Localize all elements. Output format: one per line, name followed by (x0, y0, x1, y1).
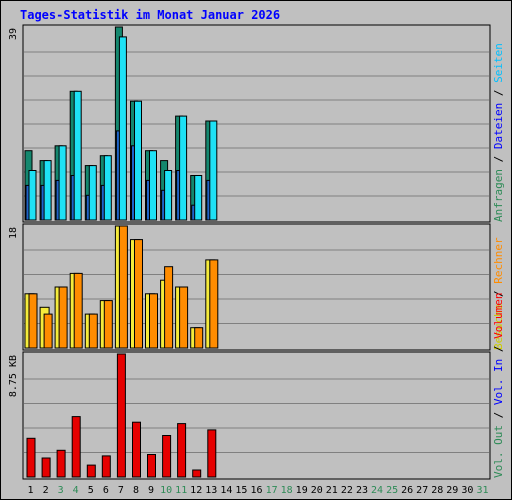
panel-volume-area (22, 351, 491, 480)
day-label-21: 21 (326, 485, 338, 496)
panel-hits: 39 (8, 24, 491, 223)
bar-seiten-day-10 (164, 170, 173, 221)
bar-seiten-day-5 (88, 165, 97, 221)
legend-visits-part-0: Besuche (492, 304, 505, 350)
legend-hits-part-0: Anfragen (492, 169, 505, 222)
day-label-28: 28 (431, 485, 443, 496)
legend-visits: Besuche / Rechner (492, 237, 505, 350)
bar-volumen-day-3 (56, 449, 66, 478)
day-label-29: 29 (446, 485, 458, 496)
day-label-1: 1 (27, 485, 33, 496)
bar-volumen-day-1 (26, 437, 36, 478)
bar-seiten-day-6 (103, 155, 112, 221)
panel-visits: 18 (8, 223, 491, 351)
day-label-13: 13 (205, 485, 217, 496)
bar-rechner-day-3 (58, 286, 68, 349)
bar-volumen-day-6 (101, 455, 111, 478)
legend-volume-part-1: / (492, 405, 505, 425)
day-label-19: 19 (296, 485, 308, 496)
day-label-24: 24 (371, 485, 383, 496)
panel-volume-max-label: 8.75 KB (8, 355, 19, 397)
day-labels: 1 2 3 4 5 6 7 8 9 10 11 12 13 14 15 16 17 18 19 20 21 22 23 24 2… (27, 485, 488, 496)
day-label-22: 22 (341, 485, 353, 496)
day-label-10: 10 (160, 485, 172, 496)
legend-volume: Vol. Out / Vol. In / Volumen (492, 293, 505, 478)
day-label-16: 16 (250, 485, 262, 496)
day-label-31: 31 (476, 485, 488, 496)
day-label-11: 11 (175, 485, 187, 496)
legend-hits-part-3: / (492, 83, 505, 103)
bar-seiten-day-9 (149, 150, 157, 221)
bar-volumen-day-12 (192, 469, 202, 478)
day-label-20: 20 (311, 485, 323, 496)
bar-rechner-day-12 (194, 327, 204, 349)
bar-volumen-day-11 (177, 423, 187, 478)
bar-volumen-day-2 (41, 457, 51, 478)
bar-rechner-day-4 (73, 272, 83, 349)
panel-visits-max-label: 18 (8, 227, 19, 239)
bar-volumen-day-8 (132, 421, 141, 478)
bar-volumen-day-10 (162, 435, 172, 478)
legend-hits-part-4: Seiten (492, 43, 505, 83)
bar-rechner-day-11 (179, 286, 189, 349)
day-label-8: 8 (133, 485, 139, 496)
legend-hits: Anfragen / Dateien / Seiten (492, 43, 505, 222)
legend-visits-part-2: Rechner (492, 237, 505, 284)
legend-volume-part-2: Vol. In (492, 359, 505, 405)
day-label-23: 23 (356, 485, 368, 496)
title-background (1, 1, 511, 25)
day-label-12: 12 (190, 485, 202, 496)
bar-rechner-day-13 (209, 259, 219, 349)
legend-volume-part-3: / (492, 339, 505, 359)
right-legend-labels: Anfragen / Dateien / Seiten Besuche / Rec… (492, 43, 505, 478)
bar-volumen-day-4 (71, 416, 81, 478)
legend-visits-part-1: / (492, 284, 505, 304)
day-label-18: 18 (281, 485, 293, 496)
bar-seiten-day-4 (73, 90, 82, 221)
day-label-2: 2 (43, 485, 49, 496)
bar-rechner-day-9 (149, 293, 158, 349)
bar-rechner-day-6 (103, 300, 113, 349)
legend-volume-part-4: Volumen (492, 293, 505, 339)
bar-seiten-day-12 (194, 175, 203, 221)
day-label-14: 14 (220, 485, 232, 496)
bar-rechner-day-10 (164, 266, 174, 349)
bar-rechner-day-7 (118, 225, 128, 349)
bar-volumen-day-5 (86, 464, 96, 478)
bar-seiten-day-7 (118, 36, 127, 221)
day-label-6: 6 (103, 485, 109, 496)
day-label-17: 17 (266, 485, 278, 496)
day-label-25: 25 (386, 485, 398, 496)
day-label-7: 7 (118, 485, 124, 496)
day-label-9: 9 (148, 485, 154, 496)
day-label-27: 27 (416, 485, 428, 496)
bar-seiten-day-11 (179, 115, 188, 221)
day-label-15: 15 (235, 485, 247, 496)
bar-volumen-day-13 (207, 429, 217, 478)
day-label-30: 30 (461, 485, 473, 496)
bar-seiten-day-13 (209, 120, 218, 221)
panel-hits-max-label: 39 (8, 28, 19, 40)
legend-volume-part-0: Vol. Out (492, 425, 505, 478)
bar-rechner-day-2 (43, 313, 53, 349)
chart-title: Tages-Statistik im Monat Januar 2026 (20, 8, 280, 22)
legend-hits-part-2: Dateien (492, 103, 505, 149)
bar-rechner-day-8 (134, 239, 143, 349)
day-label-4: 4 (73, 485, 79, 496)
day-label-3: 3 (58, 485, 64, 496)
bar-seiten-day-3 (58, 145, 67, 221)
bar-rechner-day-5 (88, 313, 98, 349)
bar-seiten-day-8 (134, 100, 142, 221)
bar-seiten-day-1 (28, 170, 37, 221)
legend-hits-part-1: / (492, 149, 505, 169)
panel-volume: 8.75 KB (8, 351, 491, 480)
day-label-5: 5 (88, 485, 94, 496)
day-label-26: 26 (401, 485, 413, 496)
bar-volumen-day-9 (147, 454, 156, 478)
bar-rechner-day-1 (28, 293, 38, 349)
bar-seiten-day-2 (43, 160, 52, 221)
bar-volumen-day-7 (116, 353, 126, 478)
